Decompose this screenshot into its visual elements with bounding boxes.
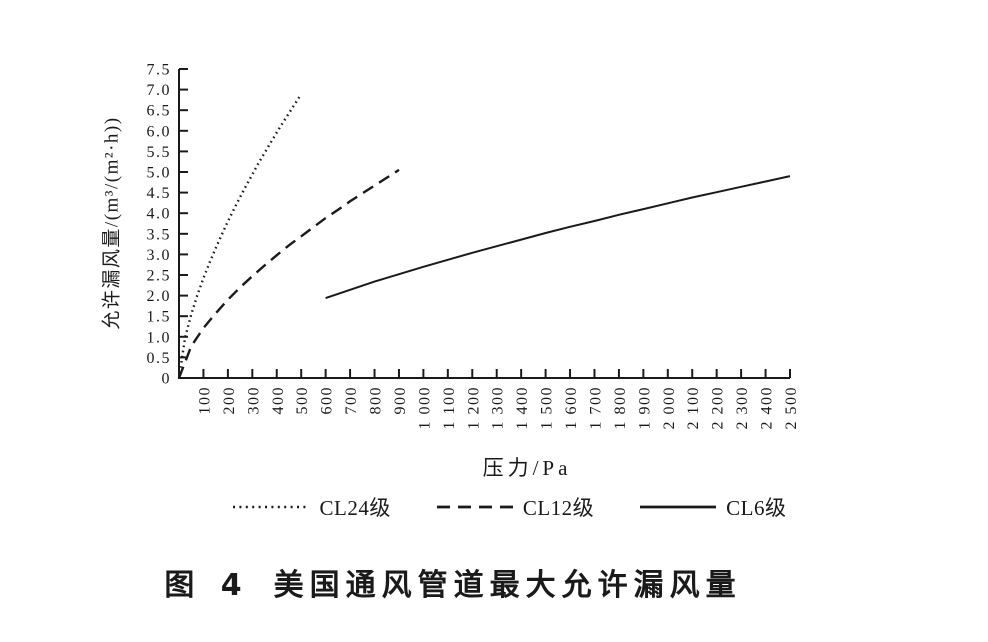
axis-lines	[178, 69, 790, 379]
figure-caption: 图 4 美国通风管道最大允许漏风量	[0, 560, 906, 604]
x-axis-title: 压力/Pa	[482, 456, 572, 480]
x-tick-label: 400	[270, 386, 287, 415]
x-tick-label: 1 100	[441, 386, 458, 430]
y-tick-label: 6.0	[147, 123, 172, 140]
legend-label: CL24级	[319, 496, 391, 520]
legend-swatch-solid-line	[640, 505, 717, 509]
x-tick-label: 2 200	[710, 386, 727, 430]
legend-swatch-dotted-line	[233, 505, 310, 509]
y-tick-label: 3.0	[147, 247, 172, 264]
chart-legend: CL24级 CL12级 CL6级	[16, 492, 988, 522]
x-tick-label: 1 700	[587, 386, 604, 430]
x-tick-label: 1 200	[465, 386, 482, 430]
legend-item-CL24级: CL24级	[233, 492, 390, 522]
x-tick-label: 1 600	[563, 386, 580, 430]
x-tick-label: 1 400	[514, 386, 531, 430]
x-tick-label: 100	[196, 386, 213, 415]
figure-title: 美国通风管道最大允许漏风量	[273, 568, 742, 603]
y-axis-title: 允许漏风量/(m³/(m²·h))	[101, 116, 123, 330]
chart-canvas: 0 0.5 1.0 1.5 2.0 2.5 3.0 3.5 4.0 4.5 5.0 5.5 6.0 6.5…	[147, 62, 801, 430]
y-tick-label: 4.0	[147, 206, 172, 223]
figure-number: 图 4	[164, 568, 250, 603]
y-tick-label: 7.5	[147, 62, 172, 79]
x-tick-label: 700	[343, 386, 360, 415]
y-tick-label: 5.5	[147, 144, 172, 161]
y-tick-label: 1.5	[147, 309, 172, 326]
legend-swatch-dashed-line	[436, 505, 513, 509]
y-tick-label: 4.5	[147, 185, 172, 202]
x-tick-label: 600	[319, 386, 336, 415]
legend-item-CL12级: CL12级	[436, 492, 595, 522]
x-tick-label: 200	[221, 386, 238, 415]
x-tick-label: 900	[392, 386, 409, 415]
x-tick-label: 800	[368, 386, 385, 415]
series-line-CL6级	[325, 175, 791, 300]
series-line-CL12级	[177, 168, 400, 379]
x-tick-label: 1 800	[612, 386, 629, 430]
y-tick-label: 2.0	[147, 288, 172, 305]
y-tick-label: 5.0	[147, 165, 172, 182]
y-tick-label: 6.5	[147, 103, 172, 120]
x-tick-label: 300	[245, 386, 262, 415]
y-tick-label: 7.0	[147, 82, 172, 99]
y-tick-label: 1.0	[147, 329, 172, 346]
x-tick-label: 2 000	[661, 386, 678, 430]
legend-label: CL6级	[726, 496, 787, 520]
x-tick-label: 2 500	[783, 386, 800, 430]
legend-label: CL12级	[522, 496, 595, 520]
y-tick-label: 2.5	[147, 268, 172, 285]
y-tick-label: 0	[162, 371, 172, 388]
x-tick-label: 2 100	[685, 386, 702, 430]
x-tick-label: 1 500	[539, 386, 556, 430]
x-tick-label: 1 900	[636, 386, 653, 430]
x-tick-label: 2 300	[734, 386, 751, 430]
x-tick-label: 2 400	[759, 386, 776, 430]
legend-item-CL6级: CL6级	[640, 492, 786, 522]
x-tick-label: 1 300	[490, 386, 507, 430]
x-tick-label: 500	[294, 386, 311, 415]
x-tick-label: 1 000	[416, 386, 433, 430]
y-tick-label: 3.5	[147, 226, 172, 243]
y-tick-label: 0.5	[147, 350, 172, 367]
